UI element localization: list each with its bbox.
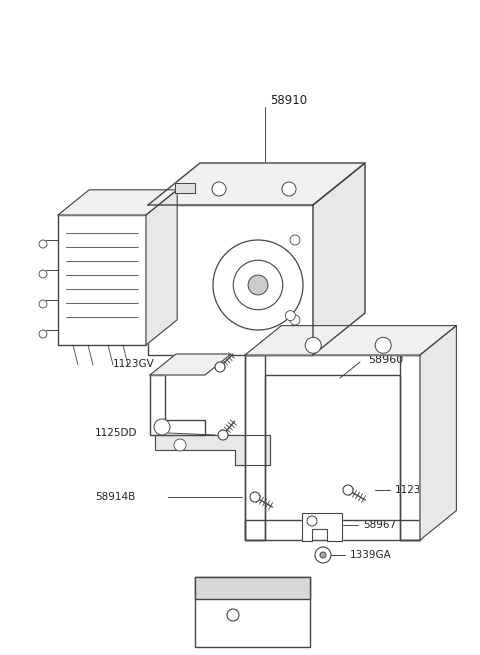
Circle shape (174, 439, 186, 451)
Text: 1125DD: 1125DD (95, 428, 137, 438)
Circle shape (213, 240, 303, 330)
Circle shape (290, 235, 300, 245)
Circle shape (215, 362, 225, 372)
Polygon shape (146, 190, 177, 345)
Text: 58910: 58910 (270, 94, 307, 107)
Bar (195, 577, 310, 647)
Text: 58967: 58967 (363, 520, 396, 530)
Polygon shape (148, 205, 313, 355)
Polygon shape (313, 163, 365, 355)
Circle shape (218, 430, 228, 440)
Polygon shape (175, 183, 195, 193)
Circle shape (290, 275, 300, 285)
Polygon shape (302, 513, 342, 541)
Circle shape (233, 260, 283, 310)
Polygon shape (245, 355, 420, 540)
Circle shape (286, 310, 295, 320)
Text: 58960: 58960 (368, 355, 403, 365)
Polygon shape (245, 520, 420, 540)
Circle shape (320, 552, 326, 558)
Circle shape (250, 492, 260, 502)
Circle shape (154, 419, 170, 435)
Polygon shape (400, 355, 420, 540)
Circle shape (248, 275, 268, 295)
Circle shape (282, 182, 296, 196)
Bar (195, 577, 310, 599)
Polygon shape (155, 435, 270, 465)
Circle shape (343, 485, 353, 495)
Polygon shape (58, 190, 177, 215)
Circle shape (290, 315, 300, 325)
Polygon shape (58, 215, 146, 345)
Circle shape (39, 240, 47, 248)
Polygon shape (148, 163, 365, 205)
Circle shape (375, 337, 391, 353)
Circle shape (307, 516, 317, 526)
Circle shape (315, 547, 331, 563)
Text: 1123GV: 1123GV (113, 359, 155, 369)
Text: 58914B: 58914B (95, 492, 135, 502)
Polygon shape (420, 326, 456, 540)
Polygon shape (150, 375, 205, 435)
Polygon shape (150, 354, 231, 375)
Polygon shape (245, 355, 265, 540)
Circle shape (39, 270, 47, 278)
Text: 1123GV: 1123GV (395, 485, 437, 495)
Circle shape (227, 609, 239, 621)
Text: 1125DL: 1125DL (203, 583, 250, 593)
Circle shape (305, 337, 321, 353)
Text: 1339GA: 1339GA (350, 550, 392, 560)
Polygon shape (245, 326, 456, 355)
Circle shape (212, 182, 226, 196)
Circle shape (39, 300, 47, 308)
Circle shape (39, 330, 47, 338)
